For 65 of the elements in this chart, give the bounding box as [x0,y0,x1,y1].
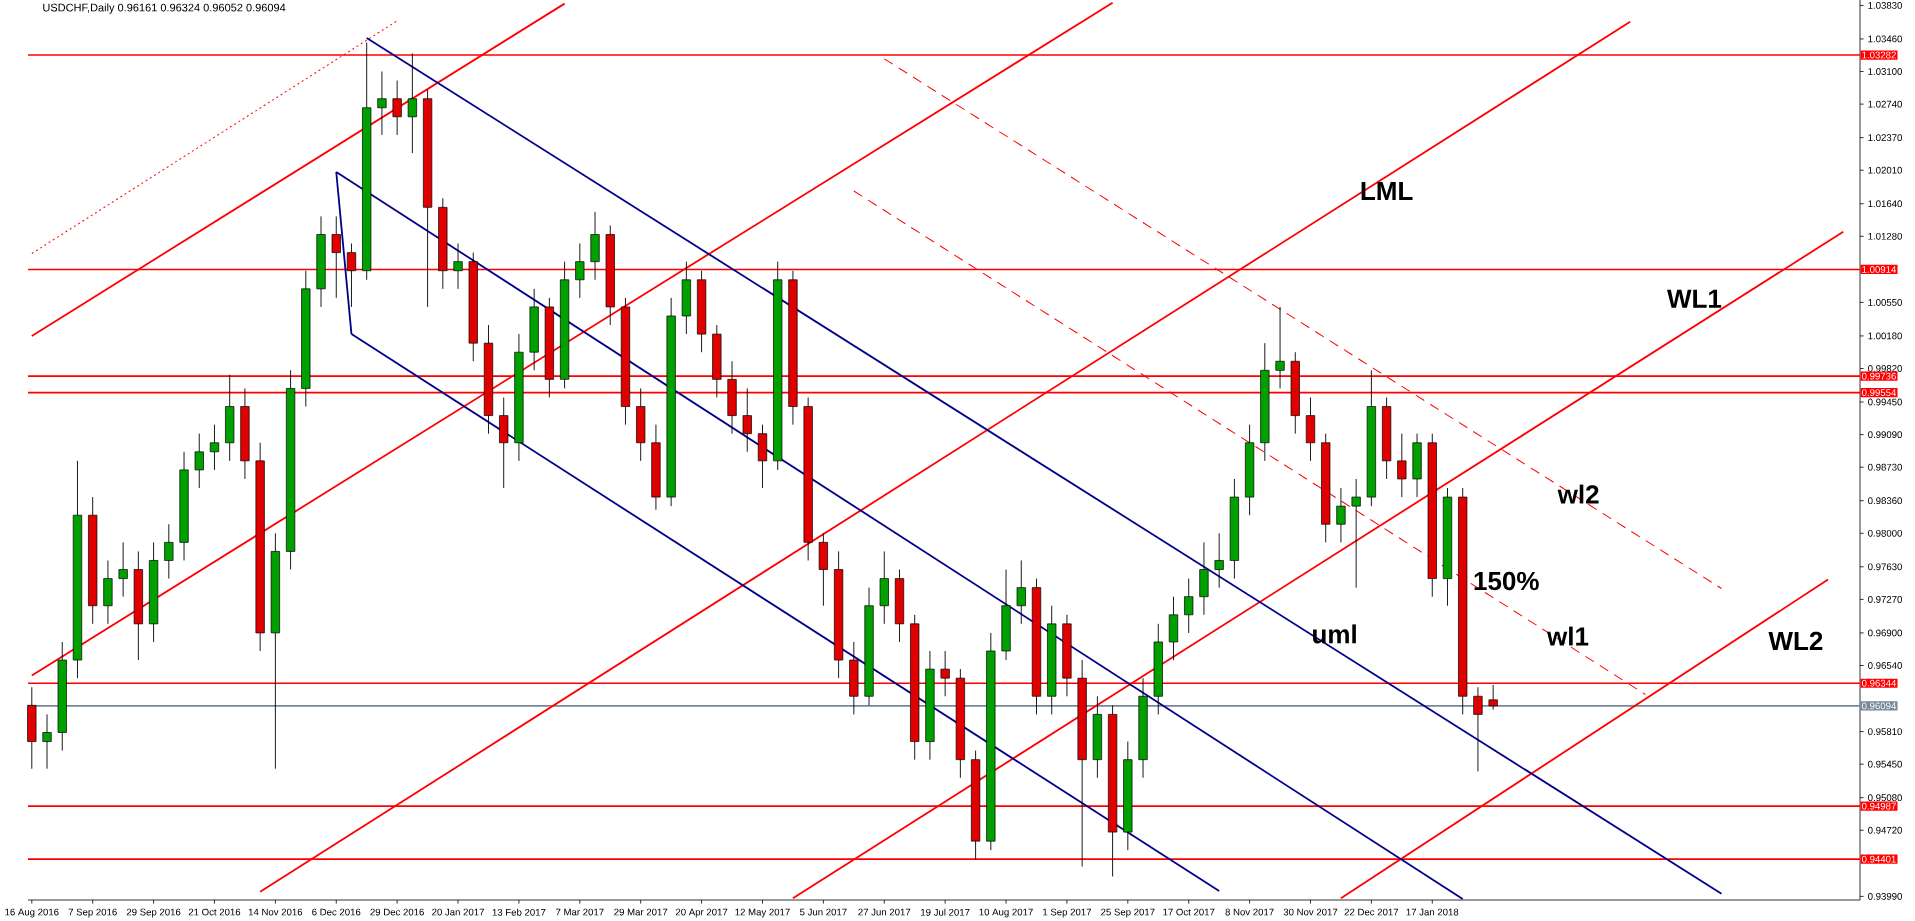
x-tick-label: 8 Nov 2017 [1225,908,1274,916]
chart-title: USDCHF,Daily 0.96161 0.96324 0.96052 0.96094 [43,3,286,14]
y-tick-label: 1.03100 [1868,68,1902,75]
y-tick-label: 0.96540 [1868,662,1902,669]
x-tick-label: 5 Jun 2017 [800,908,847,916]
x-tick-label: 13 Feb 2017 [492,908,546,916]
x-tick-label: 7 Mar 2017 [556,908,604,916]
x-tick-label: 17 Jan 2018 [1406,908,1459,916]
annotation: LML [1361,182,1413,200]
y-tick-label: 1.00180 [1868,332,1902,340]
y-tick-label: 1.03830 [1868,2,1902,9]
annotation: wl1 [1546,626,1589,646]
ref-line-label: 0.94987 [1862,802,1896,810]
ref-line-label: 1.00914 [1862,266,1897,273]
y-tick-label: 0.95450 [1868,760,1902,768]
ref-line-label: 0.96094 [1862,702,1897,710]
ref-line-label: 1.03282 [1862,51,1896,59]
x-tick-label: 10 Aug 2017 [979,908,1033,918]
x-tick-label: 16 Aug 2016 [5,908,59,918]
y-tick-label: 0.98730 [1868,463,1902,471]
y-tick-label: 0.97270 [1868,595,1902,603]
x-tick-label: 25 Sep 2017 [1101,908,1155,918]
y-tick-label: 0.99820 [1868,365,1902,372]
x-tick-label: 12 May 2017 [735,908,790,918]
y-tick-label: 0.99090 [1868,431,1902,438]
y-tick-label: 1.03460 [1868,35,1902,43]
y-tick-label: 1.01640 [1868,200,1902,208]
ref-line-label: 0.99736 [1862,372,1896,380]
x-tick-label: 6 Dec 2016 [312,908,361,916]
y-tick-label: 0.99450 [1868,398,1902,406]
y-tick-label: 0.94720 [1868,826,1902,834]
annotation: 150% [1474,571,1539,591]
x-tick-label: 22 Dec 2017 [1344,908,1399,916]
y-tick-label: 0.95080 [1868,794,1902,802]
x-tick-label: 7 Sep 2016 [68,908,117,918]
ref-line-label: 0.96344 [1862,679,1897,687]
x-tick-label: 29 Sep 2016 [126,908,181,918]
ref-line-label: 0.94401 [1862,855,1896,863]
x-tick-label: 1 Sep 2017 [1043,908,1091,918]
annotation: WL1 [1667,289,1722,308]
x-tick-label: 19 Jul 2017 [921,908,970,916]
x-tick-label: 20 Apr 2017 [675,908,728,918]
y-tick-label: 1.01280 [1868,232,1902,240]
x-tick-label: 29 Dec 2016 [370,908,424,916]
ref-line-label: 0.99554 [1862,389,1897,396]
x-tick-label: 27 Jun 2017 [858,908,911,916]
x-tick-label: 14 Nov 2016 [248,908,303,916]
y-tick-label: 0.96900 [1868,629,1902,637]
y-tick-label: 1.02740 [1868,100,1902,108]
x-tick-label: 21 Oct 2016 [188,908,241,916]
annotation: wl2 [1557,484,1599,504]
annotation: WL2 [1768,631,1823,650]
y-tick-label: 1.00550 [1868,299,1902,306]
y-tick-label: 0.93990 [1868,892,1902,900]
x-tick-label: 30 Nov 2017 [1283,908,1338,916]
y-tick-label: 0.98000 [1868,529,1902,537]
annotation: uml [1313,624,1356,644]
y-tick-label: 0.98360 [1868,497,1902,505]
x-tick-label: 29 Mar 2017 [614,908,668,916]
x-tick-label: 17 Oct 2017 [1163,908,1215,916]
x-tick-label: 20 Jan 2017 [432,908,484,916]
y-tick-label: 0.95810 [1868,728,1902,735]
y-tick-label: 0.97630 [1868,563,1902,571]
y-tick-label: 1.02370 [1868,134,1902,142]
y-tick-label: 1.02010 [1868,166,1902,174]
